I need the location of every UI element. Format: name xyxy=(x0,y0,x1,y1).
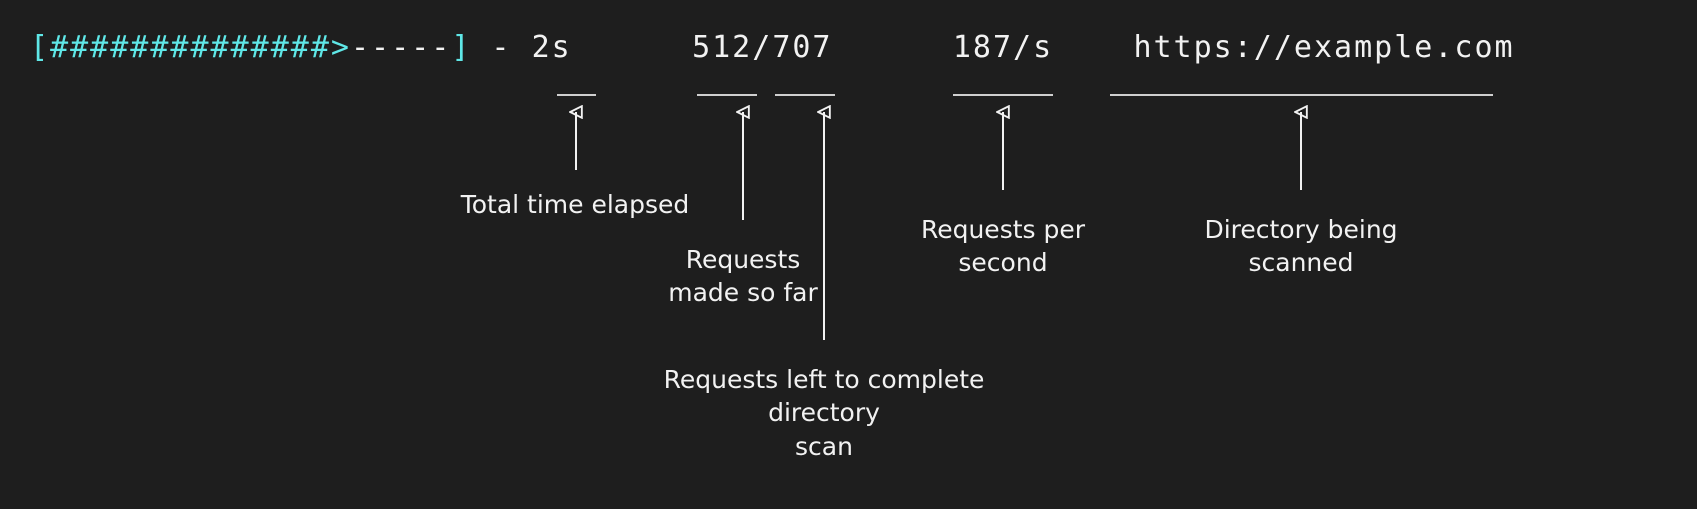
time-elapsed: 2s xyxy=(532,30,572,65)
requests-slash: / xyxy=(752,30,772,65)
requests-done: 512 xyxy=(692,30,752,65)
target-url: https://example.com xyxy=(1133,30,1514,65)
label-requests-left: Requests left to complete directoryscan xyxy=(604,363,1044,464)
separator: - xyxy=(471,30,531,65)
requests-rate: 187/s xyxy=(953,30,1053,65)
bracket-close: ] xyxy=(451,30,471,65)
label-time-elapsed: Total time elapsed xyxy=(425,188,725,222)
label-requests-rate: Requests persecond xyxy=(903,213,1103,281)
progress-fill: ##############> xyxy=(50,30,351,65)
bracket-open: [ xyxy=(30,30,50,65)
status-line: [##############>-----] - 2s 512/707 187/… xyxy=(30,30,1515,65)
requests-total: 707 xyxy=(772,30,832,65)
label-directory-url: Directory beingscanned xyxy=(1171,213,1431,281)
label-requests-done: Requestsmade so far xyxy=(643,243,843,311)
progress-rest: ----- xyxy=(351,30,451,65)
